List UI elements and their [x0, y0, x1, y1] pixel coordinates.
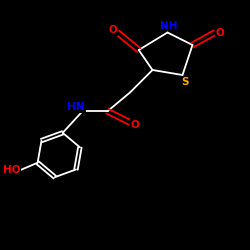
Text: NH: NH — [160, 20, 178, 30]
Text: O: O — [215, 28, 224, 38]
Text: HN: HN — [68, 102, 85, 113]
Text: HO: HO — [3, 165, 21, 175]
Text: O: O — [130, 120, 140, 130]
Text: O: O — [109, 25, 118, 35]
Text: S: S — [181, 77, 189, 87]
